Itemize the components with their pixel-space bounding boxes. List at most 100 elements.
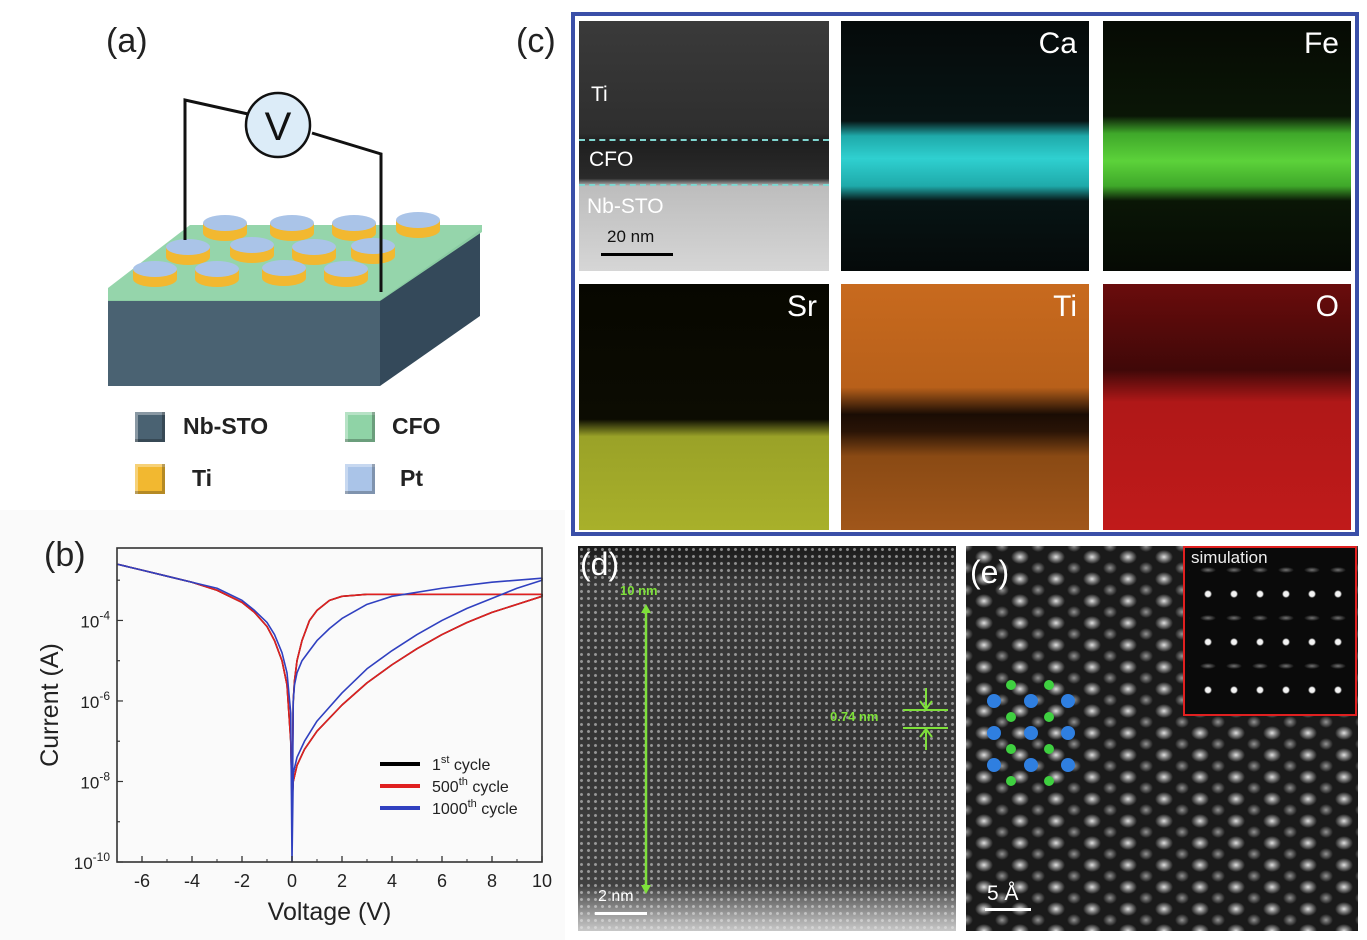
y-tick-label: 10-4 bbox=[80, 608, 110, 631]
electrode bbox=[133, 261, 177, 287]
atom-blue bbox=[1024, 758, 1038, 772]
atom-model-overlay bbox=[987, 680, 1075, 786]
electrode bbox=[230, 237, 274, 263]
legend-label-pt: Pt bbox=[400, 465, 423, 491]
plot-frame bbox=[116, 547, 543, 863]
voltmeter-icon bbox=[244, 91, 312, 159]
electrode-array bbox=[133, 212, 440, 287]
eds-label-ti: Ti bbox=[1053, 290, 1077, 323]
scale-bar-label-e: 5 Å bbox=[987, 882, 1019, 905]
legend-swatch-nb-sto bbox=[135, 412, 165, 442]
atom-blue bbox=[1061, 726, 1075, 740]
interface-line-bottom bbox=[579, 184, 829, 186]
x-tick-label: 0 bbox=[287, 871, 297, 891]
layer-label-ti: Ti bbox=[591, 83, 608, 106]
x-tick-label: -6 bbox=[134, 871, 150, 891]
atom-blue bbox=[1061, 694, 1075, 708]
eds-map-ti: Ti bbox=[841, 284, 1089, 530]
atom-green bbox=[1006, 744, 1016, 754]
legend-swatch-cfo bbox=[345, 412, 375, 442]
wire-left bbox=[183, 98, 249, 240]
eds-label-fe: Fe bbox=[1303, 27, 1339, 60]
electrode bbox=[203, 215, 247, 241]
thickness-arrow bbox=[641, 604, 651, 894]
panel-b-background bbox=[0, 510, 565, 940]
substrate-side bbox=[380, 230, 480, 386]
scale-bar bbox=[601, 253, 673, 256]
atom-blue bbox=[987, 694, 1001, 708]
eds-label-sr: Sr bbox=[787, 290, 817, 323]
atom-green bbox=[1006, 680, 1016, 690]
scale-bar-label-d: 2 nm bbox=[598, 888, 634, 905]
x-tick-label: 6 bbox=[437, 871, 447, 891]
electrode bbox=[292, 239, 336, 265]
electrode bbox=[351, 238, 395, 264]
y-tick-label: 10-8 bbox=[80, 769, 110, 792]
x-tick-label: 2 bbox=[337, 871, 347, 891]
eds-map-ca: Ca bbox=[841, 21, 1089, 271]
electrode bbox=[195, 261, 239, 287]
eds-map-sr: Sr bbox=[579, 284, 829, 530]
layer-label-cfo: CFO bbox=[589, 148, 634, 171]
electrode bbox=[324, 261, 368, 287]
scale-bar-d bbox=[595, 912, 647, 915]
legend-label: 1st cycle bbox=[432, 754, 490, 774]
x-tick-label: -4 bbox=[184, 871, 200, 891]
spacing-label: 0.74 nm bbox=[830, 709, 879, 724]
haadf-image: Ti CFO Nb-STO 20 nm bbox=[579, 21, 829, 271]
atom-green bbox=[1006, 776, 1016, 786]
legend-label: 500th cycle bbox=[432, 776, 509, 796]
layer-label-nb-sto: Nb-STO bbox=[587, 195, 664, 218]
panel-c-label: (c) bbox=[516, 22, 556, 60]
substrate-front bbox=[108, 300, 380, 386]
scale-bar-e bbox=[985, 908, 1031, 911]
electrode bbox=[166, 239, 210, 265]
legend-label-nb-sto: Nb-STO bbox=[183, 413, 269, 439]
atom-blue bbox=[987, 726, 1001, 740]
spacing-marker bbox=[903, 688, 948, 750]
eds-label-ca: Ca bbox=[1038, 27, 1077, 60]
wire-right bbox=[311, 131, 383, 292]
interface-line-top bbox=[579, 139, 829, 141]
atom-blue bbox=[1024, 694, 1038, 708]
haadf-atomic-image: (e) simulation 5 Å bbox=[966, 546, 1358, 931]
x-tick-label: 4 bbox=[387, 871, 397, 891]
panel-a-label: (a) bbox=[106, 22, 148, 60]
panel-d-label: (d) bbox=[580, 546, 620, 582]
legend-label: 1000th cycle bbox=[432, 798, 518, 818]
x-tick-label: -2 bbox=[234, 871, 250, 891]
eds-label-o: O bbox=[1315, 290, 1339, 323]
atom-green bbox=[1044, 776, 1054, 786]
y-axis-label: Current (A) bbox=[36, 643, 64, 767]
legend-swatch-pt bbox=[345, 464, 375, 494]
y-tick-label: 10-6 bbox=[80, 689, 110, 712]
lattice-texture bbox=[578, 546, 956, 931]
simulated-dim-columns bbox=[1189, 566, 1351, 710]
scale-bar-label: 20 nm bbox=[607, 227, 655, 246]
atom-green bbox=[1044, 712, 1054, 722]
atom-green bbox=[1006, 712, 1016, 722]
electrode bbox=[262, 260, 306, 286]
series-line-3 bbox=[116, 563, 543, 863]
atom-green bbox=[1044, 680, 1054, 690]
eds-map-fe: Fe bbox=[1103, 21, 1351, 271]
inset-label: simulation bbox=[1191, 548, 1268, 567]
electrode bbox=[332, 215, 376, 241]
electrode bbox=[270, 215, 314, 241]
legend-label-ti: Ti bbox=[192, 465, 213, 491]
atom-green bbox=[1044, 744, 1054, 754]
panel-e-label: (e) bbox=[970, 554, 1010, 590]
legend-label-cfo: CFO bbox=[392, 413, 441, 439]
eds-map-o: O bbox=[1103, 284, 1351, 530]
electrode bbox=[396, 212, 440, 238]
series-line-2 bbox=[116, 563, 543, 807]
hrtem-image: (d) 10 nm 0.74 nm 2 nm bbox=[578, 546, 956, 931]
thickness-label: 10 nm bbox=[620, 583, 658, 598]
legend-swatch-ti bbox=[135, 464, 165, 494]
x-tick-label: 10 bbox=[532, 871, 552, 891]
iv-chart: -6 -4 -2 0 2 4 6 8 10 10-10 10-8 10-6 10-4 Voltage … bbox=[36, 547, 552, 926]
atom-blue bbox=[1061, 758, 1075, 772]
atom-blue bbox=[1024, 726, 1038, 740]
atom-blue bbox=[987, 758, 1001, 772]
